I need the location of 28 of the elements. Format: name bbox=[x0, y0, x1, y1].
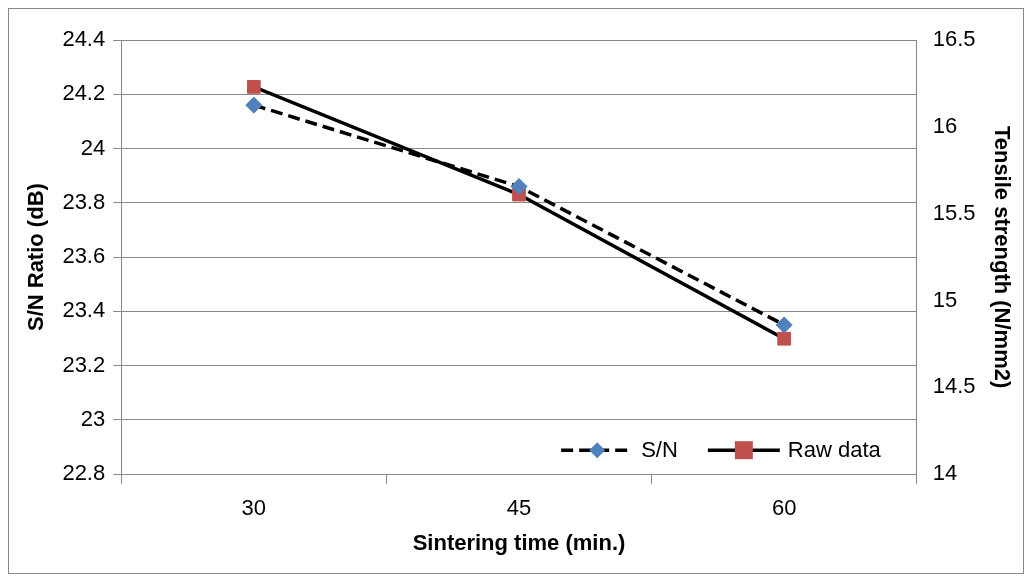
y-tick-label: 24 bbox=[80, 134, 106, 160]
y2-tick-label: 16 bbox=[932, 112, 958, 138]
point bbox=[510, 178, 528, 196]
point bbox=[777, 331, 792, 346]
legend-label: Raw data bbox=[787, 437, 882, 463]
point bbox=[246, 80, 261, 94]
legend-label: S/N bbox=[641, 437, 678, 463]
y-tick-label: 23.2 bbox=[62, 351, 106, 377]
y-tick-label: 23.6 bbox=[62, 243, 106, 269]
point bbox=[245, 96, 263, 114]
point bbox=[775, 316, 793, 334]
y2-tick-label: 14.5 bbox=[932, 373, 976, 399]
y2-tick-label: 15.5 bbox=[932, 199, 976, 225]
y-tick-label: 24.4 bbox=[62, 26, 106, 52]
y2-tick-label: 14 bbox=[932, 460, 958, 486]
x-tick-label: 30 bbox=[241, 495, 267, 521]
y2-tick-label: 15 bbox=[932, 286, 958, 312]
y-tick-label: 22.8 bbox=[62, 460, 106, 486]
y2-tick-label: 16.5 bbox=[932, 26, 976, 52]
y-axis-title: S/N Ratio (dB) bbox=[23, 183, 49, 332]
x-tick-label: 45 bbox=[506, 495, 532, 521]
y-tick-label: 24.2 bbox=[62, 80, 106, 106]
x-axis-title: Sintering time (min.) bbox=[412, 529, 626, 555]
y-tick-label: 23 bbox=[80, 405, 106, 431]
x-tick-label: 60 bbox=[771, 495, 797, 521]
y2-axis-title: Tensile strength (N/mm2) bbox=[989, 125, 1015, 389]
y-tick-label: 23.8 bbox=[62, 188, 106, 214]
y-tick-label: 23.4 bbox=[62, 297, 106, 323]
